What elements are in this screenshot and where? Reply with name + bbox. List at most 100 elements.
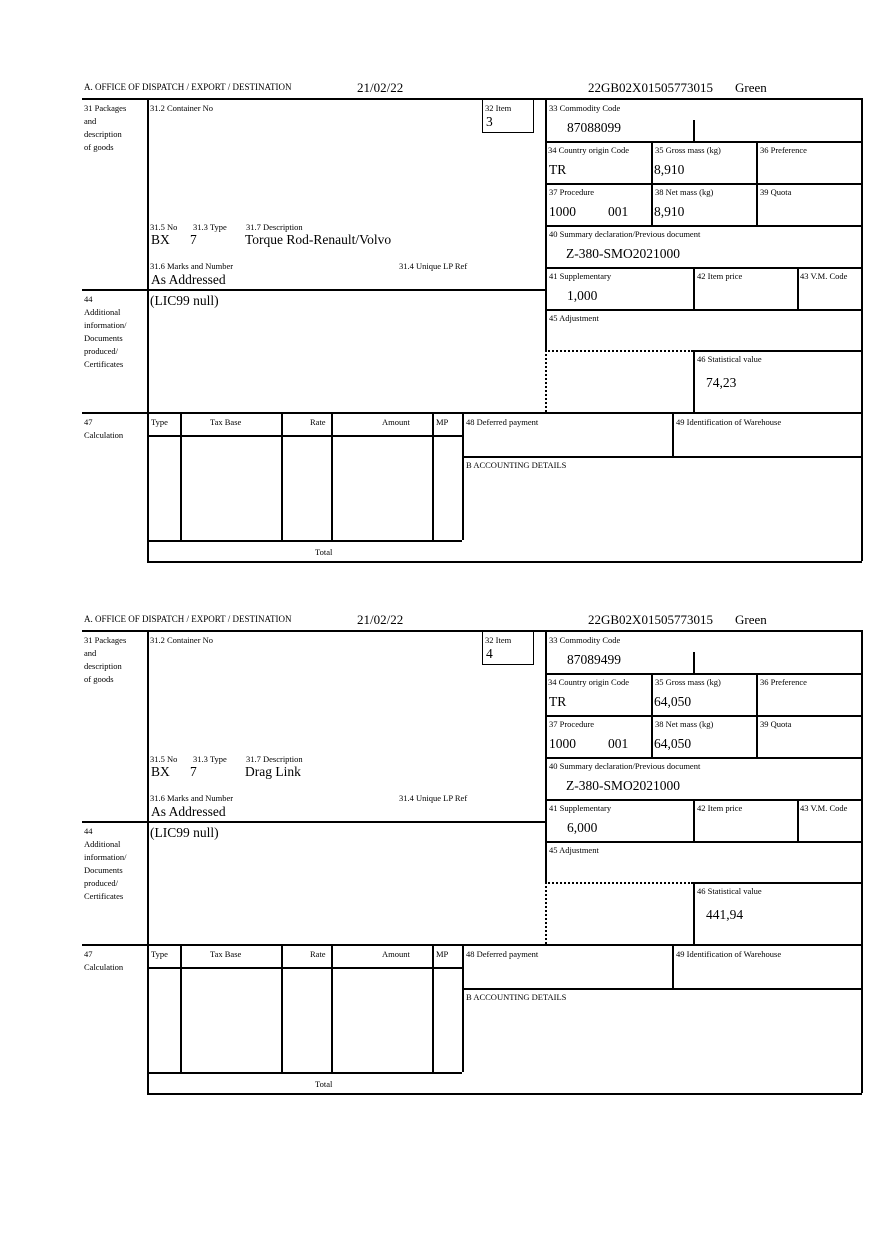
rule-line	[180, 944, 182, 1072]
rule-line	[147, 1093, 862, 1095]
item-number: 3	[486, 114, 493, 129]
section-label-additional-info: Certificates	[84, 359, 124, 369]
declaration-reference: 22GB02X01505773015	[588, 612, 713, 627]
rule-line	[797, 799, 799, 841]
commodity-code-value: 87089499	[567, 652, 621, 667]
section-label-packages: description	[84, 661, 122, 671]
section-label-additional-info: produced/	[84, 346, 118, 356]
summary-declaration-label: 40 Summary declaration/Previous document	[549, 229, 701, 239]
unique-lp-ref-label: 31.4 Unique LP Ref	[399, 793, 468, 803]
rule-line	[82, 821, 545, 823]
rule-line	[693, 882, 695, 944]
rule-line	[82, 412, 862, 414]
description-value: Drag Link	[245, 764, 301, 779]
warehouse-label: 49 Identification of Warehouse	[676, 417, 782, 427]
declaration-date: 21/02/22	[357, 612, 404, 627]
statistical-value-label: 46 Statistical value	[697, 354, 762, 364]
rule-line	[545, 225, 862, 227]
rule-line	[281, 944, 283, 1072]
dotted-divider	[545, 350, 547, 412]
section-label-packages: 31 Packages	[84, 635, 127, 645]
supplementary-value: 1,000	[567, 288, 598, 303]
rule-line	[462, 944, 464, 1072]
dotted-divider	[545, 882, 693, 884]
rule-line	[147, 561, 862, 563]
calc-col-mp: MP	[436, 417, 449, 427]
procedure-value: 1000	[549, 736, 576, 751]
section-label-packages: of goods	[84, 674, 114, 684]
gross-mass-label: 35 Gross mass (kg)	[655, 145, 721, 155]
marks-value: As Addressed	[151, 804, 226, 819]
summary-declaration-value: Z-380-SMO2021000	[566, 778, 680, 793]
rule-line	[180, 412, 182, 540]
summary-declaration-value: Z-380-SMO2021000	[566, 246, 680, 261]
rule-line	[545, 673, 862, 675]
rule-line	[147, 967, 462, 969]
additional-info-value: (LIC99 null)	[150, 293, 219, 308]
section-label-packages: 31 Packages	[84, 103, 127, 113]
accounting-details-label: B ACCOUNTING DETAILS	[466, 460, 567, 470]
rule-line	[147, 98, 149, 561]
additional-info-value: (LIC99 null)	[150, 825, 219, 840]
rule-line	[545, 715, 862, 717]
rule-line	[651, 141, 653, 225]
calc-total-label: Total	[315, 1079, 333, 1089]
marks-label: 31.6 Marks and Number	[150, 261, 234, 271]
gross-mass-label: 35 Gross mass (kg)	[655, 677, 721, 687]
description-label: 31.7 Description	[246, 222, 303, 232]
rule-line	[545, 757, 862, 759]
marks-label: 31.6 Marks and Number	[150, 793, 234, 803]
vm-code-label: 43 V.M. Code	[800, 803, 848, 813]
description-value: Torque Rod-Renault/Volvo	[245, 232, 392, 247]
net-mass-label: 38 Net mass (kg)	[655, 719, 714, 729]
rule-line	[82, 630, 862, 632]
deferred-payment-label: 48 Deferred payment	[466, 417, 539, 427]
quota-label: 39 Quota	[760, 187, 792, 197]
container-no-label: 31.2 Container No	[150, 635, 214, 645]
section-label-additional-info: 44	[84, 294, 93, 304]
preference-label: 36 Preference	[760, 145, 807, 155]
rule-line	[693, 799, 695, 841]
adjustment-label: 45 Adjustment	[549, 313, 599, 323]
commodity-code-value: 87088099	[567, 120, 621, 135]
rule-line	[545, 630, 547, 882]
country-origin-label: 34 Country origin Code	[548, 677, 629, 687]
section-label-additional-info: information/	[84, 852, 127, 862]
calc-col-rate: Rate	[310, 949, 326, 959]
section-label-additional-info: Additional	[84, 839, 121, 849]
gross-mass-value: 64,050	[654, 694, 692, 709]
rule-line	[693, 120, 695, 141]
preference-label: 36 Preference	[760, 677, 807, 687]
calc-total-label: Total	[315, 547, 333, 557]
net-mass-value: 8,910	[654, 204, 685, 219]
rule-line	[82, 289, 545, 291]
procedure-label: 37 Procedure	[549, 719, 595, 729]
section-label-packages: and	[84, 648, 97, 658]
rule-line	[545, 141, 862, 143]
section-label-additional-info: Documents	[84, 865, 123, 875]
statistical-value-label: 46 Statistical value	[697, 886, 762, 896]
route-status: Green	[735, 80, 767, 95]
pkg-no-label: 31.5 No	[150, 754, 178, 764]
rule-line	[281, 412, 283, 540]
commodity-code-label: 33 Commodity Code	[549, 635, 621, 645]
rule-line	[693, 652, 695, 673]
pkg-no-value: BX	[151, 764, 170, 779]
rule-line	[651, 673, 653, 757]
item-label: 32 Item	[485, 635, 512, 645]
calc-col-type: Type	[151, 949, 168, 959]
warehouse-label: 49 Identification of Warehouse	[676, 949, 782, 959]
section-label-additional-info: produced/	[84, 878, 118, 888]
dotted-divider	[545, 882, 547, 944]
net-mass-value: 64,050	[654, 736, 692, 751]
calc-col-type: Type	[151, 417, 168, 427]
rule-line	[545, 98, 547, 350]
rule-line	[462, 988, 862, 990]
country-origin-value: TR	[549, 694, 567, 709]
rule-line	[147, 540, 462, 542]
section-label-additional-info: Documents	[84, 333, 123, 343]
marks-value: As Addressed	[151, 272, 226, 287]
calc-col-rate: Rate	[310, 417, 326, 427]
deferred-payment-label: 48 Deferred payment	[466, 949, 539, 959]
pkg-type-value: 7	[190, 232, 197, 247]
